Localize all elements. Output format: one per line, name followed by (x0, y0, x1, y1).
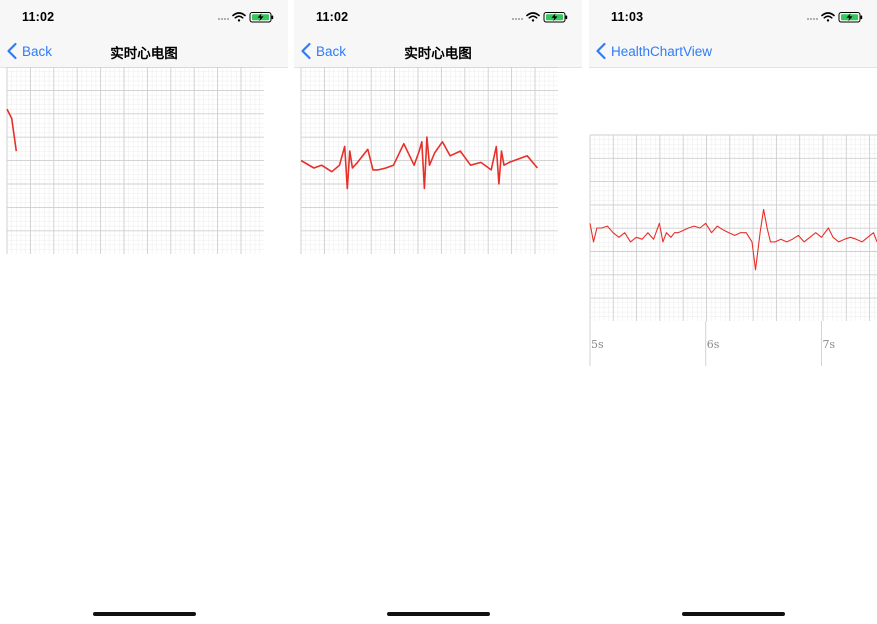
screen-realtime-ecg-2: 11:02 Back 实时心电图 (294, 0, 582, 624)
status-bar: 11:02 (0, 0, 288, 34)
battery-charging-icon (543, 12, 568, 23)
chart-grid (589, 134, 877, 321)
back-button[interactable]: HealthChartView (595, 40, 712, 62)
ecg-series-line (6, 108, 18, 152)
status-bar: 11:03 (589, 0, 877, 34)
status-time: 11:03 (611, 10, 644, 24)
battery-charging-icon (838, 12, 863, 23)
signal-dots-icon (512, 18, 523, 20)
wifi-icon (821, 12, 835, 22)
signal-dots-icon (218, 18, 229, 20)
health-chart: 5s 6s 7s (589, 134, 877, 366)
status-time: 11:02 (316, 10, 349, 24)
navigation-bar: Back 实时心电图 (0, 34, 288, 68)
navigation-bar: Back 实时心电图 (294, 34, 582, 68)
wifi-icon (526, 12, 540, 22)
screen-health-chart: 11:03 HealthChartView (589, 0, 877, 624)
x-tick-label: 6s (707, 338, 720, 351)
status-icons (807, 12, 863, 23)
chevron-left-icon (301, 42, 311, 60)
back-button[interactable]: Back (6, 40, 52, 62)
nav-title: 实时心电图 (404, 46, 472, 61)
wifi-icon (232, 12, 246, 22)
back-button-label: Back (22, 43, 53, 59)
navigation-bar: HealthChartView (589, 34, 877, 68)
signal-dots-icon (807, 18, 818, 20)
status-time: 11:02 (22, 10, 55, 24)
ecg-series-line (589, 208, 877, 271)
ecg-series-line (300, 136, 539, 190)
back-button[interactable]: Back (300, 40, 346, 62)
home-indicator (387, 612, 490, 616)
screen-realtime-ecg-1: 11:02 Back 实时心电图 (0, 0, 288, 624)
status-icons (512, 12, 568, 23)
x-tick-label: 7s (822, 338, 835, 351)
x-tick-label: 5s (591, 338, 604, 351)
ecg-chart (300, 67, 558, 254)
chart-grid (6, 67, 264, 254)
status-bar: 11:02 (294, 0, 582, 34)
chevron-left-icon (596, 42, 606, 60)
home-indicator (93, 612, 196, 616)
chevron-left-icon (7, 42, 17, 60)
back-button-label: HealthChartView (611, 43, 713, 59)
nav-title: 实时心电图 (110, 46, 178, 61)
battery-charging-icon (249, 12, 274, 23)
chart-grid (300, 67, 558, 254)
home-indicator (682, 612, 785, 616)
back-button-label: Back (316, 43, 347, 59)
status-icons (218, 12, 274, 23)
ecg-chart (6, 67, 264, 254)
